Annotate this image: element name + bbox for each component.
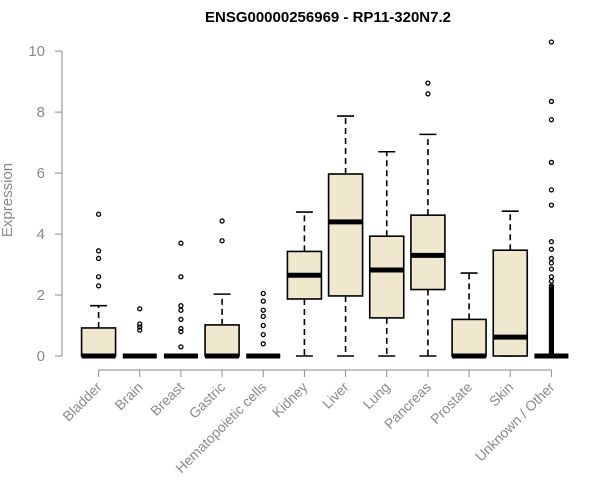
outlier-point: [137, 324, 143, 330]
box-4: [204, 218, 240, 359]
outlier-point: [548, 117, 555, 123]
box-2: [122, 306, 157, 359]
outlier-point: [95, 248, 102, 254]
box-9: [410, 80, 446, 357]
outlier-point: [548, 239, 555, 245]
y-tick-label: 10: [28, 43, 45, 60]
outlier-point: [260, 307, 266, 313]
box-rect: [368, 235, 405, 319]
box-rect: [327, 173, 364, 297]
outlier-point: [548, 39, 555, 45]
x-tick-label: Brain: [111, 379, 145, 413]
outlier-point: [178, 307, 184, 313]
box-rect: [204, 324, 240, 357]
outlier-point: [548, 187, 555, 193]
outlier-point: [260, 313, 266, 320]
outlier-point: [260, 332, 266, 338]
outlier-point: [95, 211, 102, 217]
outlier-point: [260, 341, 266, 347]
box-rect: [410, 214, 446, 291]
outlier-point: [137, 327, 143, 333]
y-tick-label: 2: [37, 287, 45, 304]
x-tick-label: Lung: [360, 379, 393, 412]
outlier-point: [178, 303, 184, 309]
box-rect: [492, 249, 529, 357]
outlier-point: [178, 344, 184, 350]
outlier-point: [548, 255, 555, 262]
box-7: [327, 115, 364, 357]
outlier-point: [548, 202, 555, 208]
x-tick-label: Liver: [319, 379, 352, 412]
outlier-point: [219, 238, 225, 244]
box-6: [286, 211, 323, 357]
outlier-point: [95, 274, 102, 280]
box-11: [492, 210, 529, 357]
x-tick-label: Skin: [486, 379, 517, 410]
outlier-point: [548, 260, 555, 266]
outlier-point: [178, 328, 184, 335]
y-axis-label: Expression: [0, 163, 16, 237]
outlier-point: [425, 91, 431, 97]
y-tick-label: 4: [37, 226, 45, 243]
outlier-point: [548, 246, 555, 252]
box-rect: [80, 327, 117, 357]
outlier-point: [137, 321, 143, 327]
x-tick-label: Bladder: [59, 379, 105, 425]
y-tick-label: 0: [37, 348, 45, 365]
y-axis: 0 2 4 6 8 10: [28, 43, 63, 365]
box-12: [534, 39, 569, 359]
outlier-point: [260, 322, 266, 329]
box-3: [163, 240, 198, 359]
chart-title: ENSG00000256969 - RP11-320N7.2: [205, 9, 451, 26]
box-10: [451, 272, 487, 359]
outlier-point: [548, 98, 555, 105]
outlier-point: [219, 218, 225, 224]
outlier-point: [137, 306, 143, 312]
outlier-point: [548, 159, 555, 166]
box-5: [246, 290, 281, 359]
outlier-point: [95, 283, 102, 289]
outlier-point: [425, 80, 431, 86]
box-group: [80, 39, 569, 359]
outlier-point: [548, 266, 555, 272]
outlier-point: [178, 325, 184, 332]
y-tick-label: 8: [37, 104, 45, 121]
outlier-point: [548, 278, 555, 284]
x-tick-label: Kidney: [269, 379, 311, 421]
box-8: [368, 150, 405, 357]
box-rect: [451, 318, 487, 357]
box-1: [80, 211, 117, 359]
outlier-point: [548, 274, 555, 280]
x-tick-label: Prostate: [427, 379, 475, 427]
outlier-point: [260, 290, 266, 297]
y-tick-label: 6: [37, 165, 45, 182]
outlier-point: [95, 255, 102, 262]
outlier-point: [178, 316, 184, 323]
outlier-point: [178, 240, 184, 246]
x-tick-label: Breast: [147, 379, 187, 419]
outlier-point: [178, 274, 184, 280]
outlier-point: [260, 298, 266, 304]
